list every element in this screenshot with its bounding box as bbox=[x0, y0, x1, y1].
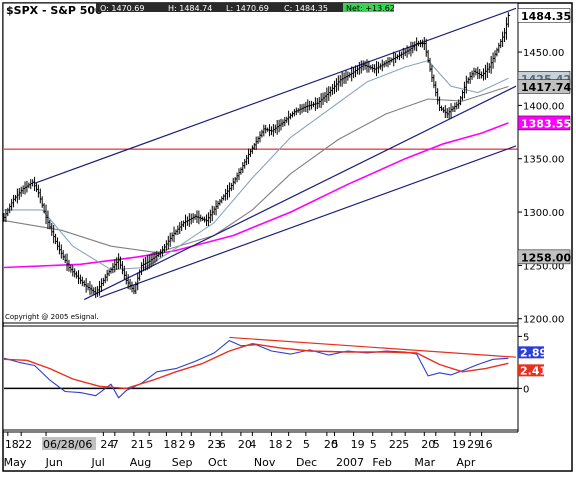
date-tick-label: 18 bbox=[268, 438, 282, 451]
date-tick-label: 20 bbox=[238, 438, 252, 451]
date-tick-label: 18 bbox=[163, 438, 177, 451]
high-value: H: 1484.74 bbox=[168, 4, 212, 13]
ma-mid-line bbox=[3, 85, 509, 254]
date-tick-label: 7 bbox=[112, 438, 119, 451]
close-value: C: 1484.35 bbox=[284, 4, 328, 13]
date-tick-label: 06/28/06 bbox=[43, 438, 92, 451]
oscillator-pane[interactable] bbox=[2, 325, 519, 431]
price-tick-label: 1250.00 bbox=[523, 261, 564, 272]
date-tick-label: 19 bbox=[351, 438, 365, 451]
date-tick-label: 4 bbox=[249, 438, 256, 451]
month-label: Sep bbox=[172, 456, 193, 469]
oscillator-trend-line bbox=[229, 336, 517, 358]
oscillator-y-axis: 0 5 2.89 2.41 bbox=[518, 332, 547, 395]
date-tick-label: 19 bbox=[452, 438, 466, 451]
open-value: O: 1470.69 bbox=[100, 4, 144, 13]
price-tick-label: 1350.00 bbox=[523, 155, 564, 166]
price-tick-label: 1200.00 bbox=[523, 315, 564, 326]
date-tick-label: 2 bbox=[286, 438, 293, 451]
price-label-box bbox=[517, 79, 571, 94]
price-label-box bbox=[517, 249, 571, 265]
date-tick-label: 5 bbox=[303, 438, 310, 451]
month-label: Feb bbox=[372, 456, 391, 469]
date-x-axis: 18 22 06/28/06 247 21 5 18 2 9 236 204 18 2 5 205 19 5 22… bbox=[3, 431, 518, 469]
date-tick-label: 21 bbox=[131, 438, 145, 451]
date-tick-label: 5 bbox=[146, 438, 153, 451]
oscillator-tick-label: 5 bbox=[523, 332, 529, 343]
date-tick-label: 9 bbox=[188, 438, 195, 451]
oscillator-value-box bbox=[518, 346, 544, 359]
low-value: L: 1470.69 bbox=[226, 4, 269, 13]
oscillator-value-label: 2.89 bbox=[520, 346, 547, 359]
price-tick-label: 1400.00 bbox=[523, 101, 564, 112]
month-label: May bbox=[4, 456, 27, 469]
month-label: Nov bbox=[254, 456, 276, 469]
price-label: 1484.35 bbox=[521, 10, 571, 23]
month-label: Apr bbox=[456, 456, 476, 469]
date-tick-label: 5 bbox=[433, 438, 440, 451]
price-tick-label: 1300.00 bbox=[523, 208, 564, 219]
date-tick-label: 6 bbox=[219, 438, 226, 451]
oscillator-value-label: 2.41 bbox=[520, 364, 547, 377]
date-tick-label: 20 bbox=[324, 438, 338, 451]
month-label: Mar bbox=[414, 456, 435, 469]
oscillator-tick-label: 0 bbox=[523, 384, 529, 395]
channel-line-2 bbox=[83, 85, 517, 301]
price-label: 1383.55 bbox=[521, 117, 571, 130]
date-tick-label: 5 bbox=[332, 438, 339, 451]
channel-line-1 bbox=[34, 7, 517, 184]
signal-line bbox=[3, 343, 509, 390]
symbol-title: $SPX - S&P 500 bbox=[6, 4, 103, 17]
date-tick-label: 16 bbox=[479, 438, 493, 451]
month-label: Aug bbox=[130, 456, 151, 469]
oscillator-value-box bbox=[518, 364, 544, 377]
price-y-axis: 1200.00 1250.00 1300.00 1350.00 1400.00 1450.… bbox=[517, 8, 571, 326]
copyright-notice: Copyright @ 2005 eSignal. bbox=[5, 313, 99, 321]
price-label-box bbox=[517, 115, 571, 131]
chart-header: $SPX - S&P 500 O: 1470.69 H: 1484.74 L: … bbox=[6, 3, 395, 17]
month-label: Oct bbox=[208, 456, 228, 469]
date-tick-label: 22 bbox=[389, 438, 403, 451]
net-value: Net: +13.62 bbox=[346, 4, 395, 13]
price-label: 1417.74 bbox=[521, 81, 571, 94]
month-label: Jul bbox=[91, 456, 105, 469]
price-label-box bbox=[517, 8, 571, 23]
date-tick-label: 5 bbox=[370, 438, 377, 451]
ohlc-strip bbox=[96, 3, 394, 12]
date-tick-label: 2 bbox=[179, 438, 186, 451]
net-badge bbox=[343, 3, 394, 12]
date-tick-label: 23 bbox=[207, 438, 221, 451]
date-tick-label: 18 bbox=[5, 438, 19, 451]
month-label: 2007 bbox=[336, 456, 364, 469]
channel-line-3 bbox=[99, 145, 517, 298]
price-label: 1258.00 bbox=[521, 251, 571, 264]
month-label: Jun bbox=[45, 456, 63, 469]
month-label: Dec bbox=[296, 456, 317, 469]
date-tick-label: 24 bbox=[100, 438, 114, 451]
date-tick-label: 22 bbox=[18, 438, 32, 451]
date-tick-label: 5 bbox=[402, 438, 409, 451]
date-tick-label: 29 bbox=[467, 438, 481, 451]
date-tick-label: 20 bbox=[421, 438, 435, 451]
date-highlight-box bbox=[42, 437, 97, 450]
ma-short-line bbox=[4, 60, 509, 271]
price-tick-label: 1450.00 bbox=[523, 48, 564, 59]
